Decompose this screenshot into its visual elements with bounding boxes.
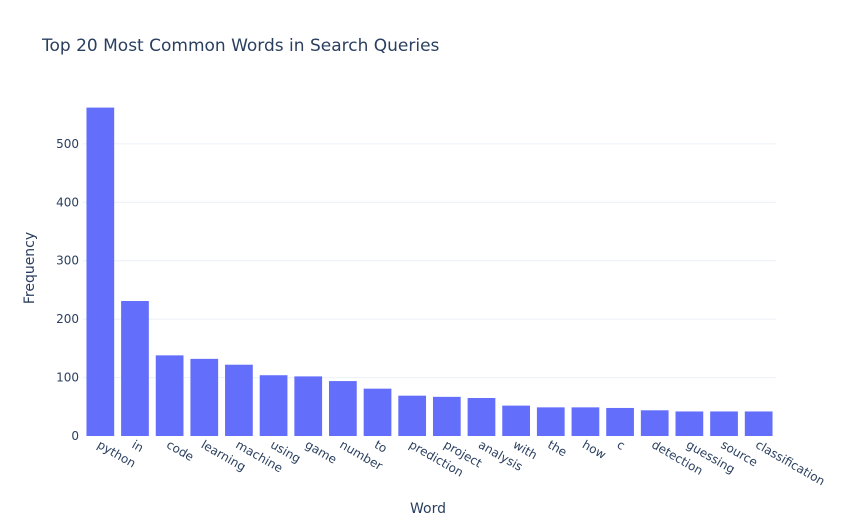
bar-game[interactable] (294, 376, 323, 436)
bar-python[interactable] (86, 107, 115, 436)
bar-how[interactable] (571, 407, 600, 436)
y-axis-ticks: 0 100 200 300 400 500 (56, 137, 79, 443)
bar-in[interactable] (121, 301, 149, 436)
bar-source[interactable] (710, 411, 738, 436)
bar-classification[interactable] (744, 411, 773, 436)
y-tick-label: 0 (71, 429, 79, 443)
bar-number[interactable] (329, 381, 357, 436)
bar-series (86, 107, 773, 436)
bar-to[interactable] (363, 388, 392, 436)
y-tick-label: 200 (56, 312, 79, 326)
bar-analysis[interactable] (467, 398, 496, 436)
bar-machine[interactable] (225, 364, 253, 436)
chart-title: Top 20 Most Common Words in Search Queri… (41, 36, 440, 56)
y-tick-label: 500 (56, 137, 79, 151)
bar-project[interactable] (432, 396, 461, 436)
bar-the[interactable] (536, 407, 565, 436)
bar-c[interactable] (606, 407, 634, 436)
bar-learning[interactable] (190, 358, 219, 436)
y-tick-label: 300 (56, 254, 79, 268)
bar-guessing[interactable] (675, 411, 704, 436)
x-axis-label: Word (410, 501, 446, 517)
bar-code[interactable] (155, 355, 184, 436)
bar-with[interactable] (502, 405, 530, 436)
bar-prediction[interactable] (398, 395, 427, 436)
bar-using[interactable] (259, 375, 288, 436)
y-tick-label: 100 (56, 371, 79, 385)
y-tick-label: 400 (56, 195, 79, 209)
y-axis-label: Frequency (22, 232, 38, 304)
bar-detection[interactable] (640, 410, 669, 436)
